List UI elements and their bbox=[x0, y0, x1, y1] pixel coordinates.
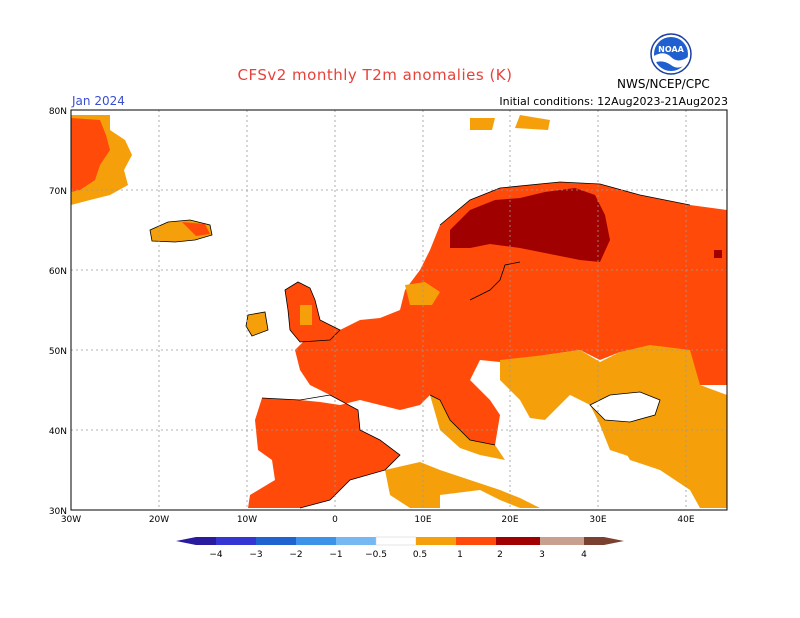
colorbar-label: 3 bbox=[539, 550, 545, 560]
colorbar-swatch bbox=[456, 537, 496, 545]
colorbar-swatch bbox=[375, 536, 417, 546]
colorbar-label: 0.5 bbox=[413, 550, 427, 560]
britain-anomaly bbox=[285, 282, 340, 342]
colorbar-swatch bbox=[540, 537, 584, 545]
colorbar-label: −1 bbox=[329, 550, 342, 560]
scandinavia-strong-anomaly bbox=[450, 188, 610, 262]
lon-labels: 30W 20W 10W 0 10E 20E 30E 40E bbox=[61, 515, 695, 525]
colorbar-low-arrow bbox=[176, 537, 196, 545]
lat-labels: 80N 70N 60N 50N 40N 30N bbox=[49, 107, 67, 517]
lat-label: 60N bbox=[49, 267, 67, 277]
colorbar-label: −3 bbox=[249, 550, 262, 560]
lat-label: 30N bbox=[49, 507, 67, 517]
colorbar-swatch bbox=[496, 537, 540, 545]
colorbar-swatch bbox=[336, 537, 376, 545]
weak-warm-areas bbox=[300, 115, 727, 508]
map-title: CFSv2 monthly T2m anomalies (K) bbox=[237, 66, 513, 84]
colorbar-swatch bbox=[296, 537, 336, 545]
lat-label: 50N bbox=[49, 347, 67, 357]
lon-label: 30W bbox=[61, 515, 81, 525]
lon-label: 0 bbox=[332, 515, 338, 525]
lat-label: 80N bbox=[49, 107, 67, 117]
lon-label: 30E bbox=[589, 515, 606, 525]
lon-label: 10W bbox=[237, 515, 257, 525]
colorbar-high-arrow bbox=[584, 537, 624, 545]
colorbar-swatch bbox=[416, 537, 456, 545]
noaa-logo-icon: NOAA bbox=[650, 33, 692, 75]
colorbar-swatch bbox=[216, 537, 256, 545]
initial-conditions: Initial conditions: 12Aug2023-21Aug2023 bbox=[499, 95, 728, 108]
lon-label: 10E bbox=[414, 515, 431, 525]
svg-text:NOAA: NOAA bbox=[658, 45, 684, 54]
colorbar-label: −4 bbox=[209, 550, 223, 560]
colorbar-label: 2 bbox=[497, 550, 503, 560]
europe-warm-anomaly bbox=[248, 182, 727, 508]
lon-label: 20W bbox=[149, 515, 169, 525]
colorbar-label: 1 bbox=[457, 550, 463, 560]
colorbar: −4 −3 −2 −1 −0.5 0.5 1 2 3 4 bbox=[176, 536, 624, 560]
lon-label: 20E bbox=[501, 515, 518, 525]
colorbar-swatch bbox=[256, 537, 296, 545]
lat-label: 70N bbox=[49, 187, 67, 197]
colorbar-label: 4 bbox=[581, 550, 587, 560]
map-frame bbox=[70, 109, 728, 511]
ireland-anomaly bbox=[246, 312, 268, 336]
org-label: NWS/NCEP/CPC bbox=[617, 77, 710, 91]
colorbar-label: −2 bbox=[289, 550, 302, 560]
coastlines bbox=[149, 181, 691, 509]
graticule bbox=[71, 110, 727, 510]
forecast-month: Jan 2024 bbox=[72, 94, 125, 108]
greenland-anomaly bbox=[71, 115, 132, 205]
lon-label: 40E bbox=[677, 515, 694, 525]
colorbar-label: −0.5 bbox=[365, 550, 387, 560]
lat-label: 40N bbox=[49, 427, 67, 437]
